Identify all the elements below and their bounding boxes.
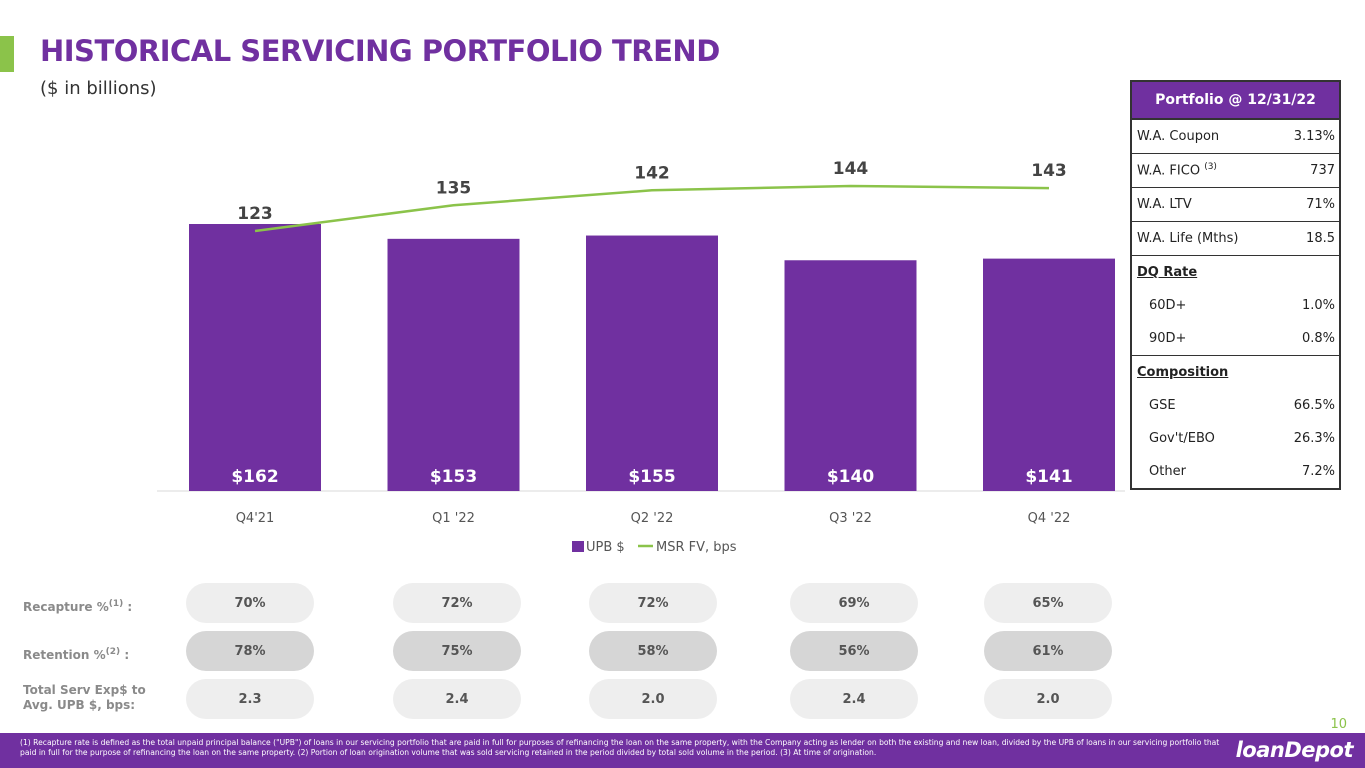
metric-value-pill: 2.3 — [186, 679, 314, 719]
legend-label-upb: UPB $ — [586, 540, 625, 555]
bar-upb — [983, 258, 1115, 491]
portfolio-table: Portfolio @ 12/31/22 W.A. Coupon 3.13% W.A… — [1130, 80, 1341, 490]
page-title: HISTORICAL SERVICING PORTFOLIO TREND — [40, 34, 720, 68]
portfolio-row-value: 737 — [1310, 163, 1335, 178]
dq-rate-heading: DQ Rate — [1137, 265, 1198, 280]
portfolio-row-value: 71% — [1306, 197, 1335, 212]
x-tick-label: Q3 '22 — [829, 511, 872, 526]
metric-value-pill: 2.0 — [984, 679, 1112, 719]
metric-value-pill: 56% — [790, 631, 918, 671]
portfolio-row: Gov't/EBO 26.3% — [1132, 422, 1339, 455]
portfolio-row-value: 7.2% — [1301, 464, 1335, 479]
metric-value-pill: 2.4 — [393, 679, 521, 719]
x-tick-label: Q4 '22 — [1028, 511, 1071, 526]
bar-value-label: $162 — [231, 467, 278, 487]
page-number: 10 — [1330, 717, 1347, 732]
portfolio-row-value: 26.3% — [1293, 431, 1335, 446]
portfolio-row: W.A. Coupon 3.13% — [1132, 120, 1339, 154]
bar-value-label: $140 — [827, 467, 874, 487]
title-accent-bar — [0, 36, 14, 72]
x-tick-label: Q1 '22 — [432, 511, 475, 526]
metric-value-pill: 72% — [589, 583, 717, 623]
portfolio-row-label: W.A. Life (Mths) — [1137, 231, 1239, 246]
composition-heading: Composition — [1137, 365, 1229, 380]
bar-value-label: $155 — [628, 467, 675, 487]
x-tick-label: Q2 '22 — [631, 511, 674, 526]
footnote: (1) Recapture rate is defined as the tot… — [0, 733, 1365, 768]
bar-upb — [586, 235, 718, 491]
metric-value-pill: 75% — [393, 631, 521, 671]
metric-row: Recapture %(1) : 70% 72% 72% 69% 65% — [0, 583, 1200, 627]
portfolio-row-label: W.A. LTV — [1137, 197, 1192, 212]
x-tick-label: Q4'21 — [236, 511, 275, 526]
composition-rows: GSE 66.5% Gov't/EBO 26.3% Other 7.2% — [1132, 389, 1339, 488]
page-subtitle: ($ in billions) — [40, 78, 157, 99]
metric-value-pill: 69% — [790, 583, 918, 623]
line-value-label: 142 — [634, 163, 670, 183]
metric-label: Recapture %(1) : — [23, 599, 133, 614]
line-value-label: 135 — [436, 178, 472, 198]
legend-label-msr: MSR FV, bps — [656, 540, 737, 555]
portfolio-row-value: 18.5 — [1306, 231, 1335, 246]
portfolio-row: Other 7.2% — [1132, 455, 1339, 488]
portfolio-row-value: 66.5% — [1293, 398, 1335, 413]
line-value-label: 143 — [1031, 161, 1067, 181]
legend-swatch-upb — [572, 541, 584, 552]
metric-value-pill: 61% — [984, 631, 1112, 671]
metric-value-pill: 70% — [186, 583, 314, 623]
bar-upb — [189, 224, 321, 491]
portfolio-row-label: Other — [1149, 464, 1186, 479]
metric-value-pill: 72% — [393, 583, 521, 623]
metric-value-pill: 65% — [984, 583, 1112, 623]
line-value-label: 144 — [833, 159, 869, 179]
portfolio-row-value: 1.0% — [1301, 298, 1335, 313]
metric-label: Retention %(2) : — [23, 647, 130, 662]
portfolio-row: W.A. FICO (3) 737 — [1132, 154, 1339, 188]
metric-row: Retention %(2) : 78% 75% 58% 56% 61% — [0, 631, 1200, 675]
line-value-label: 123 — [237, 204, 273, 224]
metric-value-pill: 78% — [186, 631, 314, 671]
portfolio-row-label: W.A. Coupon — [1137, 129, 1220, 144]
metric-label: Total Serv Exp$ to Avg. UPB $, bps: — [23, 683, 146, 712]
portfolio-summary-rows: W.A. Coupon 3.13% W.A. FICO (3) 737 W.A. LTV… — [1132, 120, 1339, 256]
metric-value-pill: 58% — [589, 631, 717, 671]
metric-row: Total Serv Exp$ to Avg. UPB $, bps: 2.3 2.… — [0, 679, 1200, 723]
metric-value-pill: 2.0 — [589, 679, 717, 719]
dq-rate-rows: 60D+ 1.0% 90D+ 0.8% — [1132, 289, 1339, 356]
portfolio-row-label: 90D+ — [1149, 331, 1187, 346]
portfolio-row-value: 0.8% — [1301, 331, 1335, 346]
portfolio-row: 90D+ 0.8% — [1132, 322, 1339, 356]
portfolio-row: W.A. Life (Mths) 18.5 — [1132, 222, 1339, 256]
loandepot-logo: loanDepot — [1235, 738, 1354, 762]
portfolio-row-label: 60D+ — [1149, 298, 1187, 313]
portfolio-row-label: GSE — [1149, 398, 1176, 413]
portfolio-row: GSE 66.5% — [1132, 389, 1339, 422]
msr-fv-line — [254, 184, 1050, 233]
servicing-chart: $162 Q4'21 $153 Q1 '22 $155 Q2 '22 $140 Q3 '22 $… — [157, 159, 1125, 555]
portfolio-row: 60D+ 1.0% — [1132, 289, 1339, 322]
bar-value-label: $141 — [1025, 467, 1072, 487]
bar-upb — [784, 260, 917, 491]
portfolio-row-label: Gov't/EBO — [1149, 431, 1215, 446]
bar-upb — [387, 238, 520, 491]
portfolio-row-value: 3.13% — [1293, 129, 1335, 144]
portfolio-table-header: Portfolio @ 12/31/22 — [1132, 82, 1339, 120]
bar-value-label: $153 — [430, 467, 477, 487]
metric-value-pill: 2.4 — [790, 679, 918, 719]
portfolio-row: W.A. LTV 71% — [1132, 188, 1339, 222]
portfolio-row-label: W.A. FICO (3) — [1137, 162, 1217, 179]
